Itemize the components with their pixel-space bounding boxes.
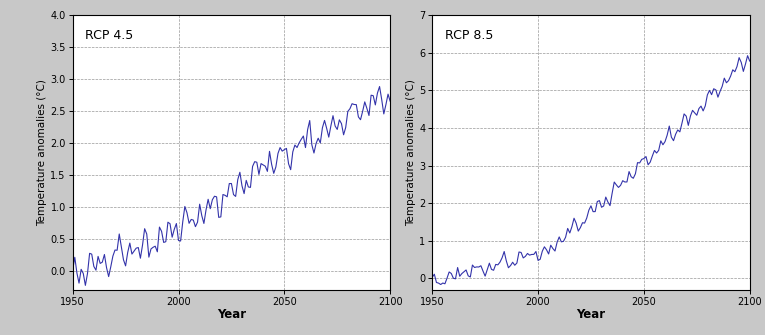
X-axis label: Year: Year: [216, 308, 246, 321]
X-axis label: Year: Year: [576, 308, 606, 321]
Text: RCP 4.5: RCP 4.5: [86, 29, 134, 42]
Y-axis label: Temperature anomalies (°C): Temperature anomalies (°C): [406, 79, 416, 226]
Y-axis label: Temperature anomalies (°C): Temperature anomalies (°C): [37, 79, 47, 226]
Text: RCP 8.5: RCP 8.5: [445, 29, 493, 42]
